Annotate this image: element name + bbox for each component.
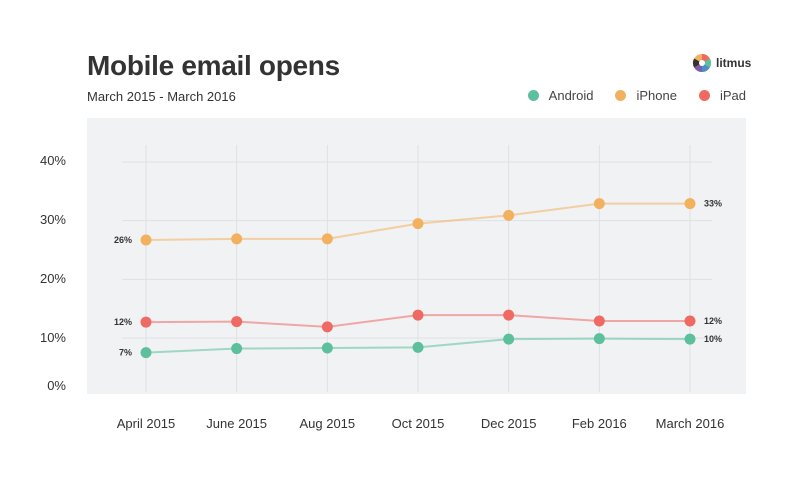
data-point-ipad (321, 321, 333, 333)
litmus-logo: litmus (692, 52, 751, 74)
chart-subtitle: March 2015 - March 2016 (87, 89, 236, 104)
y-tick-label: 40% (40, 153, 66, 168)
data-point-android (593, 333, 605, 345)
data-point-android (503, 333, 515, 345)
x-tick-label: Oct 2015 (392, 416, 445, 431)
data-label-iphone-start: 26% (114, 235, 132, 245)
data-point-android (321, 342, 333, 354)
data-label-android-start: 7% (119, 348, 132, 358)
chart-title: Mobile email opens (87, 50, 340, 81)
data-point-ipad (593, 315, 605, 327)
x-tick-label: Dec 2015 (481, 416, 537, 431)
data-label-iphone-end: 33% (704, 199, 722, 209)
legend-item-android: Android (527, 88, 594, 103)
data-point-ipad (503, 309, 515, 321)
data-point-android (684, 333, 696, 345)
data-point-ipad (231, 316, 243, 328)
legend-swatch-ipad (698, 90, 710, 101)
data-label-ipad-start: 12% (114, 317, 132, 327)
data-point-ipad (140, 316, 152, 328)
y-tick-label: 0% (47, 378, 66, 393)
data-point-iphone (503, 209, 515, 221)
data-point-android (231, 343, 243, 355)
logo-text: litmus (716, 56, 752, 70)
data-point-iphone (231, 233, 243, 245)
x-tick-label: Feb 2016 (572, 416, 627, 431)
y-tick-label: 30% (40, 212, 66, 227)
legend-item-iphone: iPhone (615, 88, 677, 103)
legend-item-ipad: iPad (698, 88, 746, 103)
legend: Android iPhone iPad (527, 88, 746, 103)
x-tick-label: Aug 2015 (299, 416, 355, 431)
data-point-android (140, 347, 152, 359)
data-point-iphone (593, 198, 605, 210)
y-tick-label: 10% (40, 330, 66, 345)
legend-label-ipad: iPad (719, 88, 746, 103)
x-tick-label: April 2015 (117, 416, 176, 431)
legend-label-android: Android (548, 88, 594, 103)
y-tick-label: 20% (40, 271, 66, 286)
data-point-ipad (684, 315, 696, 327)
data-point-android (412, 341, 424, 353)
data-point-iphone (321, 233, 333, 245)
legend-swatch-iphone (615, 90, 627, 101)
litmus-wheel-icon (692, 54, 712, 72)
data-label-android-end: 10% (704, 334, 722, 344)
x-tick-label: March 2016 (656, 416, 725, 431)
data-point-ipad (412, 309, 424, 321)
data-point-iphone (412, 218, 424, 230)
legend-swatch-android (527, 90, 539, 101)
x-tick-label: June 2015 (206, 416, 267, 431)
data-label-ipad-end: 12% (704, 316, 722, 326)
data-point-iphone (684, 198, 696, 210)
data-point-iphone (140, 234, 152, 246)
legend-label-iphone: iPhone (636, 88, 677, 103)
